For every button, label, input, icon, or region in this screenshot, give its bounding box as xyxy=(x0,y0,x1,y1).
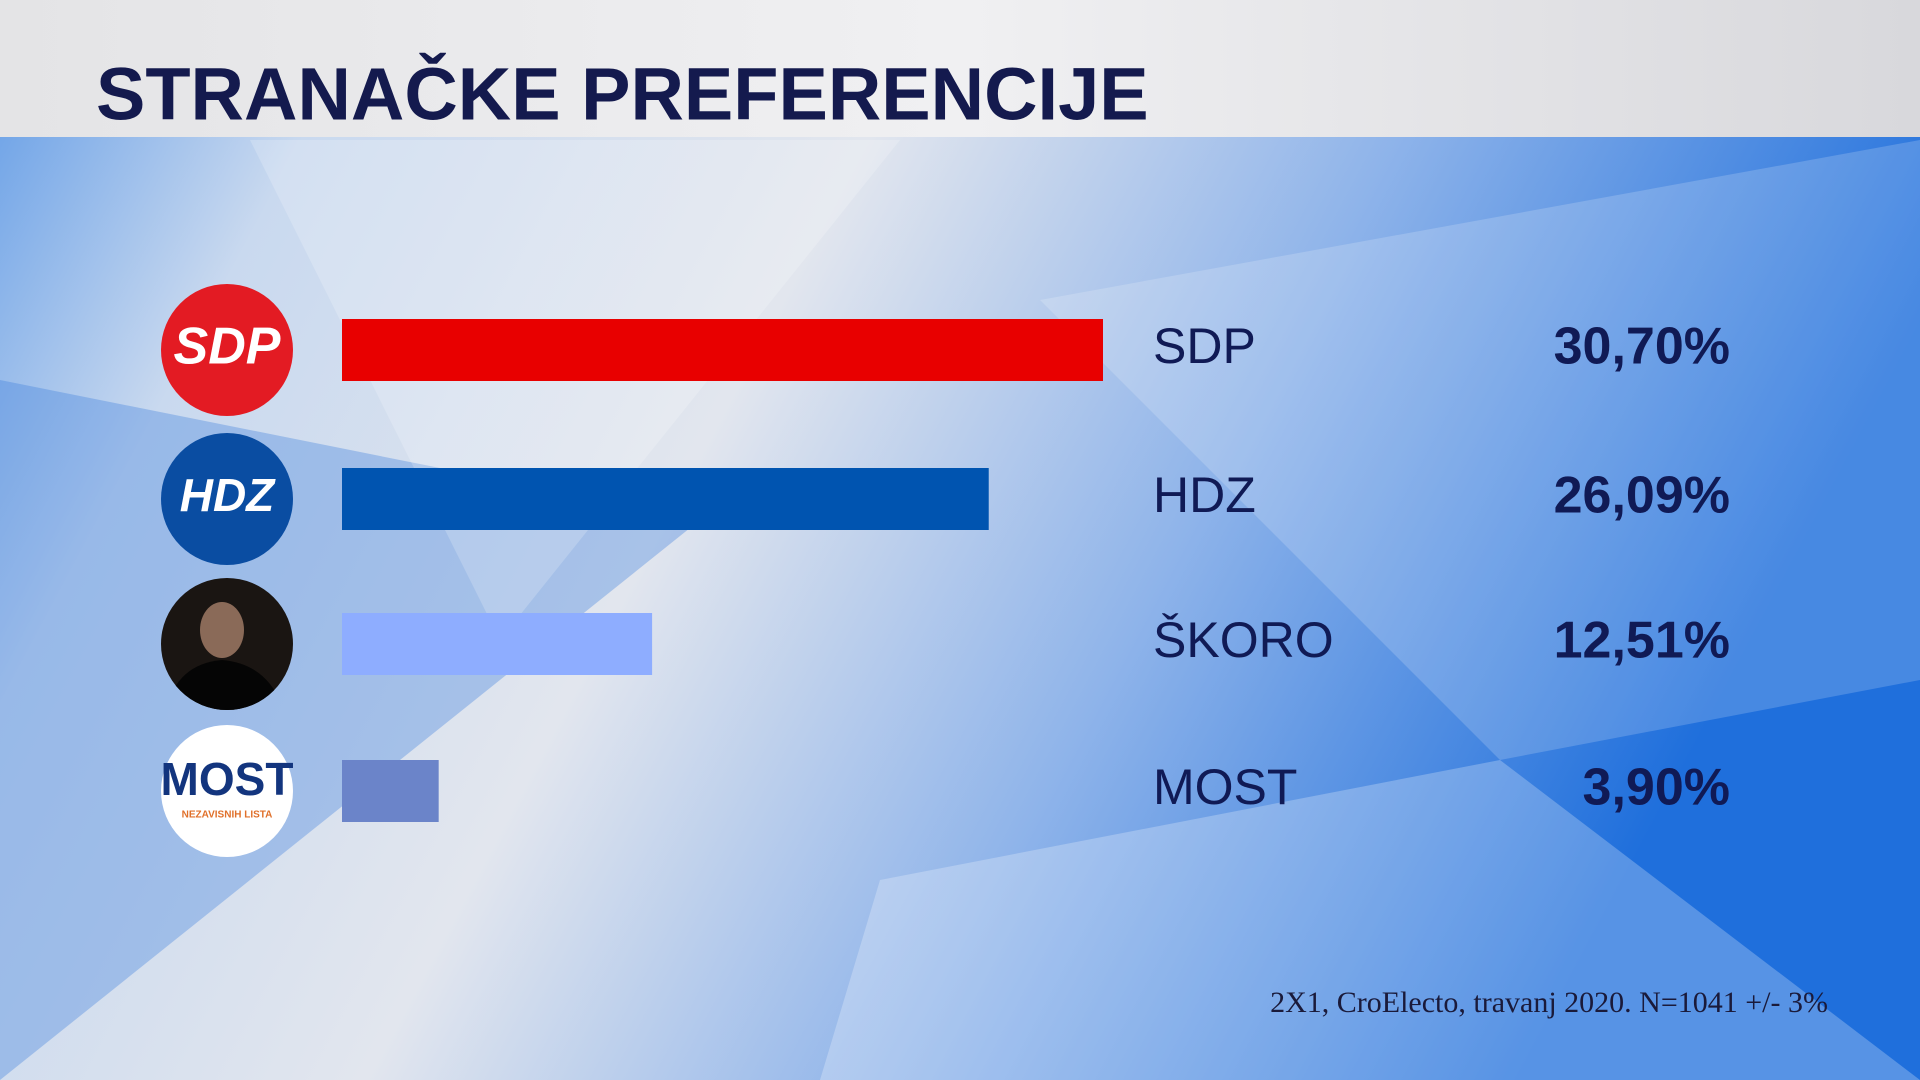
party-label: MOST xyxy=(1153,759,1297,815)
photo-figure xyxy=(165,660,285,710)
bar xyxy=(342,613,653,675)
value-label: 12,51% xyxy=(1554,612,1730,670)
value-label: 26,09% xyxy=(1554,467,1730,525)
facet xyxy=(1040,140,1920,760)
logo-text: SDP xyxy=(174,318,281,376)
facet xyxy=(820,760,1920,1080)
bar xyxy=(342,319,1103,381)
party-logo xyxy=(161,284,293,416)
party-label: SDP xyxy=(1153,318,1256,374)
party-label: HDZ xyxy=(1153,467,1256,523)
bar xyxy=(342,760,439,822)
chart-title: STRANAČKE PREFERENCIJE xyxy=(96,53,1149,136)
photo-figure xyxy=(200,602,244,658)
party-logo xyxy=(161,725,293,857)
bar xyxy=(342,468,989,530)
value-label: 30,70% xyxy=(1554,318,1730,376)
logo-text: HDZ xyxy=(180,469,276,521)
facet xyxy=(0,380,700,1080)
party-label: ŠKORO xyxy=(1153,612,1334,668)
party-logo xyxy=(161,433,293,565)
logo-subtitle: NEZAVISNIH LISTA xyxy=(182,810,273,821)
header-band xyxy=(0,0,1920,137)
logo-text: MOST xyxy=(161,753,294,805)
source-note: 2X1, CroElecto, travanj 2020. N=1041 +/-… xyxy=(1270,986,1828,1019)
value-label: 3,90% xyxy=(1583,759,1730,817)
facet xyxy=(250,140,900,640)
